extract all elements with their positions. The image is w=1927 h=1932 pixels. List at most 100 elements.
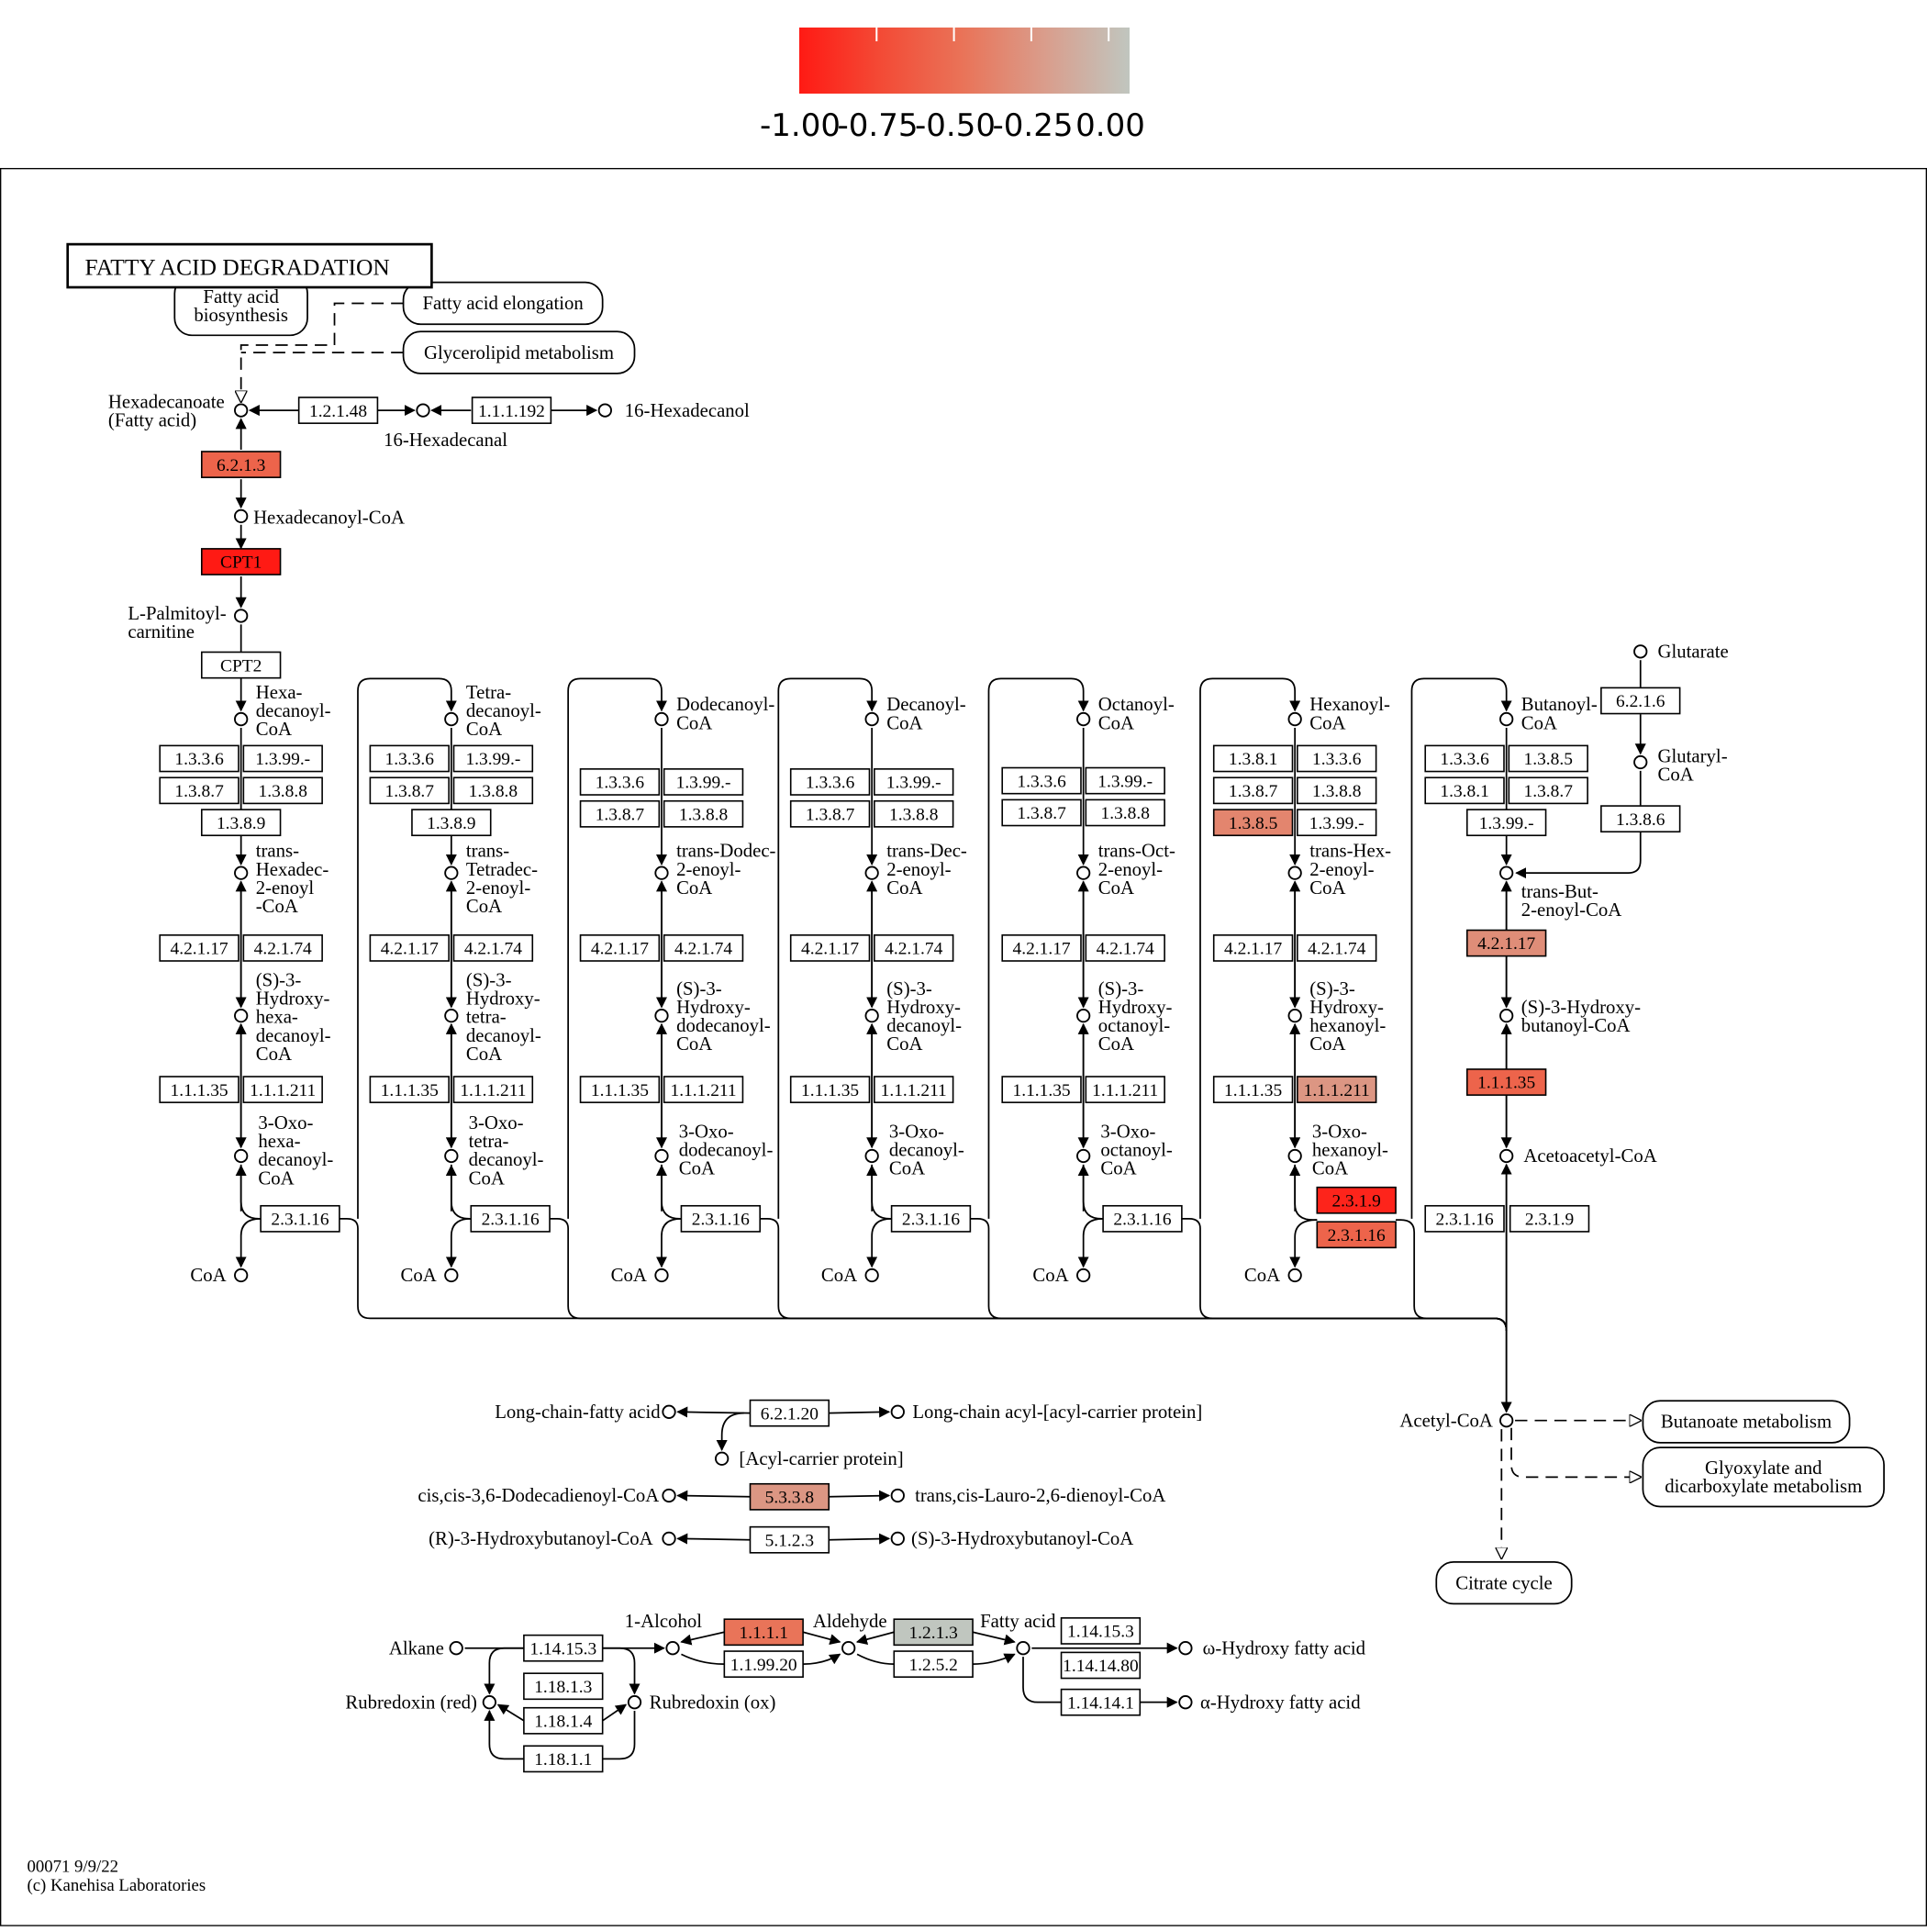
compound-node[interactable] (234, 403, 249, 418)
enzyme-box[interactable]: 1.3.99.- (663, 768, 744, 796)
enzyme-box[interactable]: 1.3.99.- (1465, 809, 1547, 837)
compound-node[interactable] (654, 1268, 669, 1283)
enzyme-box[interactable]: 4.2.1.74 (1085, 934, 1165, 962)
compound-node[interactable] (482, 1695, 497, 1710)
compound-node[interactable] (1633, 754, 1648, 770)
enzyme-box[interactable]: 1.1.1.192 (471, 396, 552, 424)
enzyme-box[interactable]: 1.1.1.35 (1465, 1068, 1547, 1096)
enzyme-box[interactable]: 4.2.1.74 (1297, 934, 1377, 962)
enzyme-box[interactable]: 1.2.1.48 (297, 396, 379, 424)
compound-node[interactable] (234, 508, 249, 524)
enzyme-box[interactable]: 2.3.1.9 (1316, 1186, 1397, 1214)
compound-node[interactable] (234, 1148, 249, 1164)
enzyme-box[interactable]: 1.2.5.2 (893, 1650, 974, 1679)
enzyme-box[interactable]: 4.2.1.74 (242, 934, 323, 962)
enzyme-box[interactable]: 1.3.99.- (1297, 809, 1377, 837)
enzyme-box[interactable]: 1.3.8.5 (1508, 744, 1588, 773)
compound-node[interactable] (444, 711, 459, 727)
enzyme-box[interactable]: 1.1.1.35 (789, 1076, 871, 1103)
compound-node[interactable] (654, 1148, 669, 1164)
enzyme-box[interactable]: 1.3.8.1 (1424, 776, 1505, 805)
enzyme-box[interactable]: 6.2.1.20 (749, 1399, 830, 1427)
enzyme-box[interactable]: 2.3.1.16 (470, 1204, 551, 1233)
compound-node[interactable] (864, 865, 879, 880)
enzyme-box[interactable]: 1.3.8.1 (1212, 744, 1294, 773)
compound-node[interactable] (1633, 644, 1648, 659)
enzyme-box[interactable]: 1.3.8.8 (874, 799, 954, 828)
enzyme-box[interactable]: 1.1.1.211 (452, 1076, 534, 1103)
enzyme-box[interactable]: 1.3.99.- (242, 744, 323, 773)
enzyme-box[interactable]: 1.3.8.8 (663, 799, 744, 828)
compound-node[interactable] (662, 1404, 676, 1419)
enzyme-box[interactable]: 1.3.3.6 (579, 768, 661, 796)
enzyme-box[interactable]: 1.3.99.- (452, 744, 534, 773)
compound-node[interactable] (864, 1009, 879, 1023)
enzyme-box[interactable]: 1.1.1.211 (1297, 1076, 1377, 1103)
enzyme-box[interactable]: 2.3.1.16 (1316, 1221, 1397, 1249)
enzyme-box[interactable]: 1.14.14.80 (1060, 1651, 1142, 1680)
compound-node[interactable] (665, 1641, 680, 1656)
enzyme-box[interactable]: 1.3.3.6 (369, 744, 450, 773)
enzyme-box[interactable]: 1.1.1.211 (1085, 1076, 1165, 1103)
compound-node[interactable] (864, 1148, 879, 1164)
compound-node[interactable] (234, 1268, 249, 1283)
enzyme-box[interactable]: 4.2.1.74 (452, 934, 534, 962)
compound-node[interactable] (1499, 1148, 1514, 1164)
enzyme-box[interactable]: 6.2.1.3 (200, 451, 282, 478)
enzyme-box[interactable]: 2.3.1.16 (1424, 1204, 1505, 1233)
enzyme-box[interactable]: 1.3.8.7 (1212, 776, 1294, 805)
compound-node[interactable] (864, 1268, 879, 1283)
enzyme-box[interactable]: 1.3.3.6 (1001, 766, 1082, 795)
enzyme-box[interactable]: 2.3.1.16 (890, 1204, 972, 1233)
compound-node[interactable] (715, 1451, 730, 1466)
enzyme-box[interactable]: 2.3.1.16 (1102, 1204, 1183, 1233)
compound-node[interactable] (234, 609, 249, 623)
enzyme-box[interactable]: 4.2.1.74 (663, 934, 744, 962)
compound-node[interactable] (841, 1641, 856, 1656)
enzyme-box[interactable]: 1.3.8.7 (159, 776, 239, 805)
enzyme-box[interactable]: 1.18.1.1 (523, 1745, 604, 1773)
compound-node[interactable] (1287, 865, 1302, 880)
enzyme-box[interactable]: 1.3.8.8 (1085, 798, 1165, 827)
compound-node[interactable] (444, 1148, 459, 1164)
compound-node[interactable] (234, 865, 249, 880)
compound-node[interactable] (444, 1268, 459, 1283)
enzyme-box[interactable]: 1.3.8.7 (789, 799, 871, 828)
enzyme-box[interactable]: 1.3.99.- (1085, 766, 1165, 795)
enzyme-box[interactable]: 1.3.99.- (874, 768, 954, 796)
enzyme-box[interactable]: 4.2.1.17 (1212, 934, 1294, 962)
compound-node[interactable] (597, 403, 612, 418)
pathway-link[interactable]: Glyoxylate and dicarboxylate metabolism (1642, 1446, 1885, 1508)
enzyme-box[interactable]: 4.2.1.17 (369, 934, 450, 962)
enzyme-box[interactable]: 1.1.1.35 (369, 1076, 450, 1103)
compound-node[interactable] (864, 711, 879, 727)
enzyme-box[interactable]: 1.3.8.8 (242, 776, 323, 805)
enzyme-box[interactable]: 1.1.1.35 (579, 1076, 661, 1103)
enzyme-box[interactable]: 4.2.1.17 (789, 934, 871, 962)
enzyme-box[interactable]: 1.3.8.7 (579, 799, 661, 828)
enzyme-box[interactable]: 1.1.1.211 (874, 1076, 954, 1103)
compound-node[interactable] (1499, 1413, 1514, 1428)
compound-node[interactable] (1499, 1009, 1514, 1023)
enzyme-box[interactable]: 4.2.1.17 (579, 934, 661, 962)
enzyme-box[interactable]: 1.3.8.7 (1001, 798, 1082, 827)
enzyme-box[interactable]: 1.3.3.6 (789, 768, 871, 796)
enzyme-box[interactable]: 1.3.8.8 (452, 776, 534, 805)
enzyme-box[interactable]: 1.18.1.4 (523, 1706, 604, 1735)
compound-node[interactable] (234, 711, 249, 727)
pathway-link[interactable]: Fatty acid elongation (402, 281, 604, 326)
compound-node[interactable] (1287, 1009, 1302, 1023)
enzyme-box[interactable]: 1.1.1.211 (242, 1076, 323, 1103)
enzyme-box[interactable]: 1.3.8.9 (200, 809, 282, 837)
compound-node[interactable] (444, 865, 459, 880)
enzyme-box[interactable]: 1.3.3.6 (1297, 744, 1377, 773)
enzyme-box[interactable]: 1.3.3.6 (159, 744, 239, 773)
compound-node[interactable] (662, 1531, 676, 1547)
compound-node[interactable] (662, 1488, 676, 1503)
compound-node[interactable] (890, 1488, 905, 1503)
enzyme-box[interactable]: 1.14.14.1 (1060, 1688, 1142, 1716)
enzyme-box[interactable]: 1.1.99.20 (723, 1650, 804, 1679)
compound-node[interactable] (416, 403, 430, 418)
enzyme-box[interactable]: 6.2.1.6 (1600, 687, 1681, 715)
enzyme-box[interactable]: 4.2.1.17 (1465, 929, 1547, 957)
